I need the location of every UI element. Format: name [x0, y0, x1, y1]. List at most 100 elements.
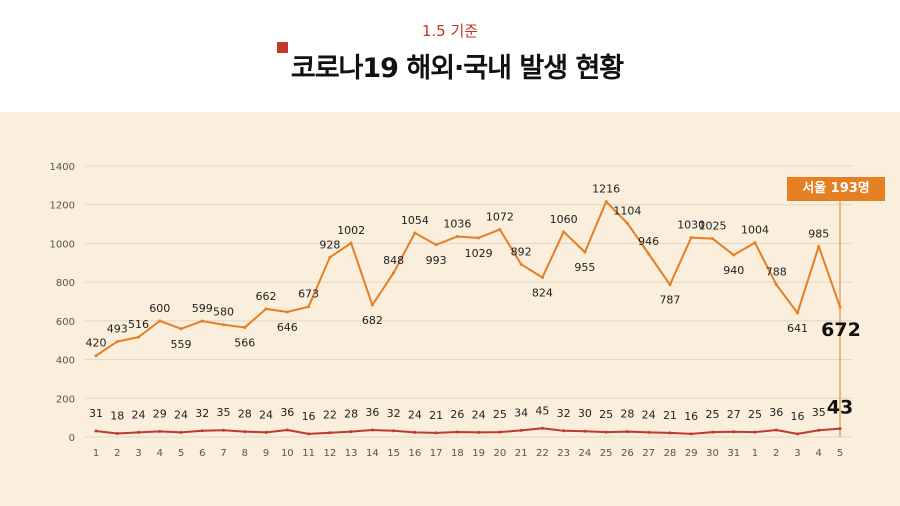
data-point-lower	[817, 428, 821, 432]
data-label-upper: 787	[659, 294, 680, 307]
data-label-lower: 35	[812, 406, 826, 419]
y-tick-label: 200	[56, 394, 75, 405]
data-label-lower: 30	[578, 407, 592, 420]
data-point-lower	[774, 428, 778, 432]
data-point-lower	[328, 431, 332, 435]
data-point-lower	[434, 431, 438, 435]
x-tick-label: 17	[430, 448, 443, 459]
data-point-upper	[115, 340, 119, 344]
data-point-upper	[370, 303, 374, 307]
data-label-upper: 559	[171, 338, 192, 351]
data-label-lower: 21	[429, 409, 443, 422]
data-point-upper	[583, 250, 587, 254]
data-point-lower	[243, 430, 247, 434]
x-tick-label: 26	[621, 448, 634, 459]
data-label-lower: 18	[110, 410, 124, 423]
data-point-upper	[264, 307, 268, 311]
data-label-lower: 21	[663, 409, 677, 422]
data-point-upper	[540, 275, 544, 279]
data-point-lower	[349, 430, 353, 434]
data-label-upper: 946	[638, 235, 659, 248]
data-point-lower	[455, 430, 459, 434]
x-tick-label: 18	[451, 448, 464, 459]
data-point-upper	[328, 255, 332, 259]
data-label-lower: 16	[684, 410, 698, 423]
data-label-upper: 682	[362, 314, 383, 327]
data-label-lower: 25	[705, 408, 719, 421]
data-label-upper: 985	[808, 227, 829, 240]
data-label-upper: 928	[319, 238, 340, 251]
data-point-upper	[710, 237, 714, 241]
data-label-lower: 28	[620, 408, 634, 421]
data-point-lower	[498, 430, 502, 434]
date-subtitle: 1.5 기준	[421, 22, 479, 40]
data-point-lower	[158, 429, 162, 433]
x-tick-label: 21	[515, 448, 528, 459]
header: 1.5 기준 코로나19 해외·국내 발생 현황	[0, 0, 900, 112]
data-point-upper	[604, 200, 608, 204]
data-point-upper	[179, 327, 183, 331]
data-label-upper: 1060	[550, 213, 578, 226]
data-label-lower: 16	[302, 410, 316, 423]
data-label-upper: 824	[532, 286, 553, 299]
data-point-lower	[392, 429, 396, 433]
data-label-lower: 31	[89, 407, 103, 420]
data-label-lower: 26	[450, 408, 464, 421]
data-point-lower	[370, 428, 374, 432]
y-tick-label: 1400	[50, 162, 75, 173]
data-point-upper	[477, 236, 481, 240]
series-line-lower	[95, 427, 841, 435]
data-point-upper	[200, 319, 204, 323]
data-label-upper: 1002	[337, 224, 365, 237]
data-point-lower	[137, 430, 141, 434]
data-label-upper: 600	[149, 302, 170, 315]
data-label-lower: 24	[132, 408, 146, 421]
y-tick-label: 800	[56, 278, 75, 289]
data-point-upper	[519, 262, 523, 266]
data-point-lower	[285, 428, 289, 432]
data-point-upper	[222, 323, 226, 327]
x-tick-label: 8	[242, 448, 248, 459]
data-point-upper	[158, 319, 162, 323]
data-point-upper	[689, 236, 693, 240]
data-label-lower: 27	[727, 408, 741, 421]
data-point-lower	[710, 430, 714, 434]
data-label-lower: 24	[408, 408, 422, 421]
data-label-upper: 672	[821, 319, 861, 341]
data-point-lower	[413, 430, 417, 434]
data-point-lower	[795, 432, 799, 436]
data-point-lower	[519, 428, 523, 432]
x-tick-label: 1	[752, 448, 758, 459]
data-point-upper	[625, 221, 629, 225]
x-tick-label: 2	[773, 448, 779, 459]
x-tick-label: 29	[685, 448, 698, 459]
data-point-lower	[222, 428, 226, 432]
data-label-lower: 24	[642, 408, 656, 421]
data-point-upper	[307, 305, 311, 309]
x-tick-label: 28	[664, 448, 677, 459]
y-tick-label: 600	[56, 317, 75, 328]
data-point-upper	[753, 241, 757, 245]
x-tick-label: 19	[472, 448, 485, 459]
data-point-lower	[307, 432, 311, 436]
data-label-upper: 420	[86, 337, 107, 350]
data-label-upper: 1036	[443, 217, 471, 230]
x-tick-label: 5	[178, 448, 184, 459]
x-tick-label: 20	[494, 448, 507, 459]
data-point-upper	[562, 230, 566, 234]
data-point-upper	[413, 231, 417, 235]
data-point-upper	[392, 271, 396, 275]
data-label-lower: 24	[472, 408, 486, 421]
y-tick-label: 400	[56, 356, 75, 367]
data-label-lower: 28	[238, 408, 252, 421]
x-tick-label: 11	[302, 448, 315, 459]
data-label-lower: 25	[493, 408, 507, 421]
data-point-upper	[838, 305, 842, 309]
y-tick-label: 0	[69, 433, 75, 444]
x-tick-label: 3	[794, 448, 800, 459]
data-label-upper: 892	[511, 245, 532, 258]
data-label-upper: 580	[213, 306, 234, 319]
title-square-icon	[276, 42, 288, 53]
x-tick-label: 27	[642, 448, 655, 459]
x-tick-label: 25	[600, 448, 613, 459]
